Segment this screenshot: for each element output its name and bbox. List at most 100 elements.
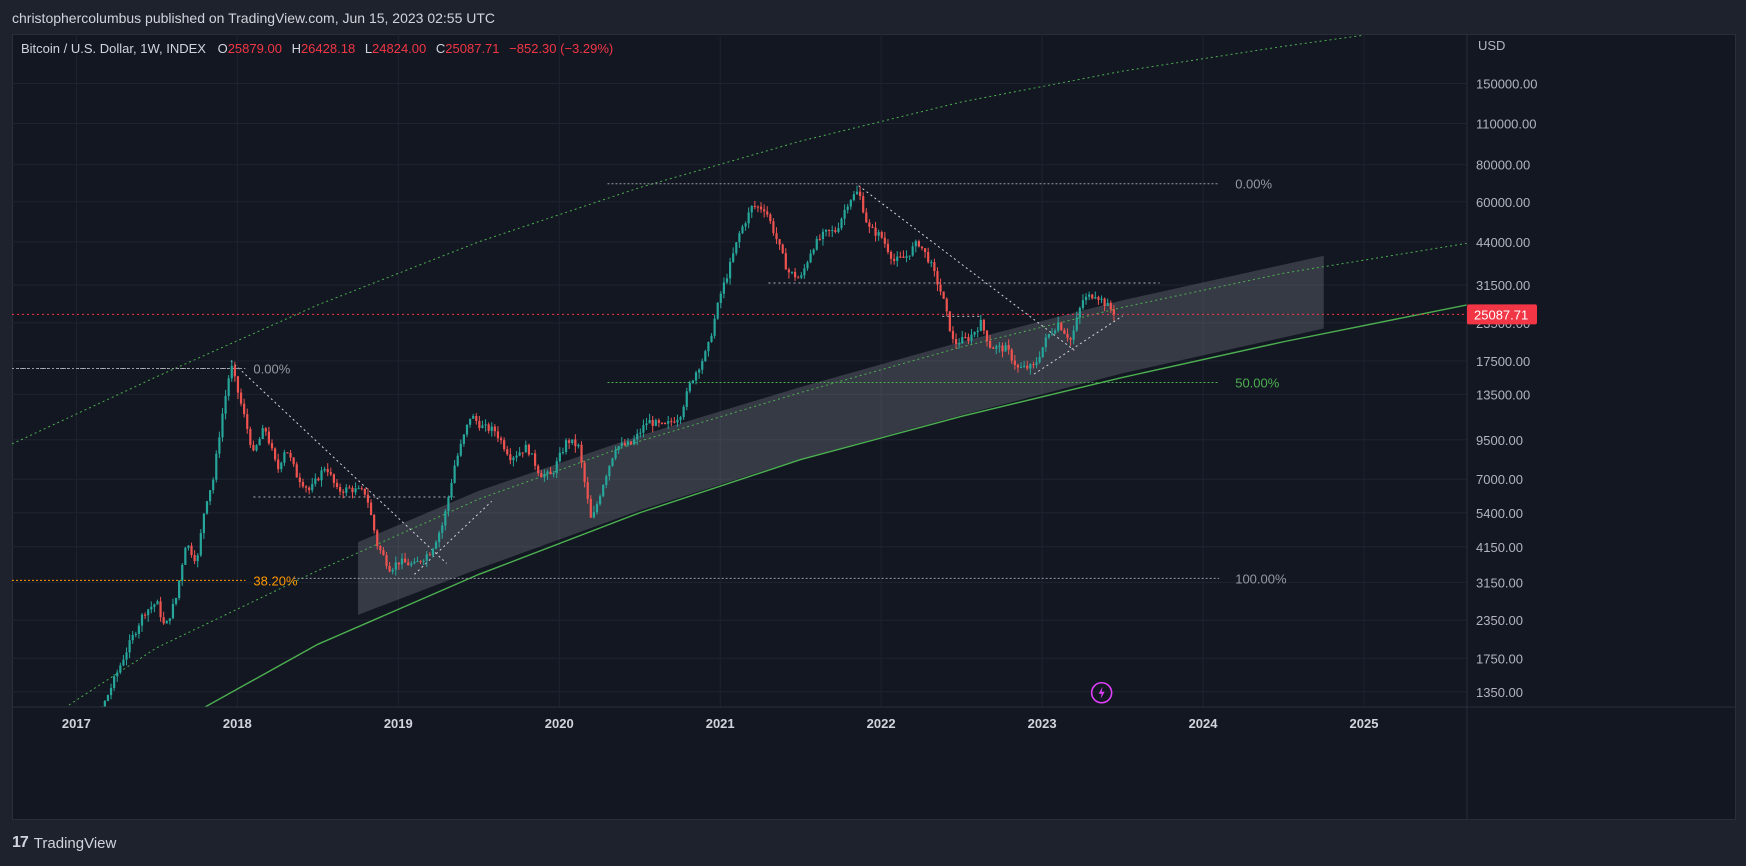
candle-body bbox=[181, 564, 184, 581]
channel-line bbox=[203, 304, 1467, 707]
candle-body bbox=[193, 555, 196, 562]
candle-body bbox=[273, 448, 277, 460]
candle-body bbox=[1100, 298, 1103, 300]
candle-body bbox=[481, 425, 484, 428]
candle-body bbox=[168, 618, 171, 622]
candle-body bbox=[91, 716, 93, 720]
candle-body bbox=[623, 443, 626, 446]
candle-body bbox=[351, 488, 354, 493]
candle-body bbox=[546, 471, 549, 475]
candle-body bbox=[187, 545, 190, 548]
candle-body bbox=[1013, 360, 1016, 365]
candle-body bbox=[939, 284, 942, 292]
currency-label: USD bbox=[1478, 38, 1505, 53]
candle-body bbox=[113, 676, 116, 688]
candle-body bbox=[444, 511, 447, 526]
y-tick-label: 31500.00 bbox=[1476, 278, 1530, 293]
candle-body bbox=[407, 562, 410, 566]
candle-body bbox=[428, 554, 431, 556]
candle-body bbox=[527, 444, 531, 455]
ohlc-low: 24824.00 bbox=[372, 41, 426, 56]
candle-body bbox=[518, 452, 521, 456]
candle-body bbox=[651, 419, 654, 426]
candle-body bbox=[243, 403, 246, 415]
candle-body bbox=[125, 652, 128, 660]
candle-body bbox=[865, 212, 868, 223]
candle-body bbox=[574, 439, 577, 447]
candle-body bbox=[239, 392, 243, 404]
candle-body bbox=[335, 482, 339, 488]
candle-body bbox=[258, 438, 261, 446]
candle-body bbox=[701, 361, 704, 370]
candle-body bbox=[267, 431, 271, 444]
candle-body bbox=[304, 486, 308, 488]
candle-body bbox=[397, 562, 401, 565]
candle-body bbox=[927, 251, 930, 263]
candle-body bbox=[400, 558, 404, 565]
candle-body bbox=[246, 414, 249, 429]
candle-body bbox=[76, 733, 78, 734]
y-tick-label: 110000.00 bbox=[1476, 117, 1537, 132]
candle-body bbox=[790, 271, 794, 273]
candle-body bbox=[366, 494, 370, 503]
candle-body bbox=[691, 380, 695, 383]
candle-body bbox=[422, 560, 425, 562]
candle-body bbox=[1084, 296, 1088, 301]
candle-body bbox=[1097, 297, 1100, 300]
y-tick-label: 4150.00 bbox=[1476, 540, 1523, 555]
candle-body bbox=[1032, 364, 1035, 366]
candle-body bbox=[413, 561, 416, 564]
candle-body bbox=[1109, 302, 1112, 310]
candle-body bbox=[101, 709, 103, 711]
candle-body bbox=[1060, 322, 1063, 331]
candle-body bbox=[936, 271, 939, 285]
candle-body bbox=[961, 337, 964, 344]
candle-body bbox=[208, 490, 212, 502]
candle-body bbox=[954, 338, 958, 344]
y-tick-label: 9500.00 bbox=[1476, 433, 1523, 448]
candle-body bbox=[617, 446, 620, 450]
candle-body bbox=[134, 633, 137, 636]
candle-body bbox=[843, 209, 846, 219]
candle-body bbox=[840, 218, 843, 229]
candle-body bbox=[917, 241, 920, 247]
candle-body bbox=[478, 420, 481, 428]
candle-body bbox=[1075, 317, 1078, 331]
candle-body bbox=[1053, 330, 1057, 334]
candle-body bbox=[657, 420, 661, 423]
candle-body bbox=[475, 415, 478, 421]
candle-body bbox=[499, 438, 503, 441]
candle-body bbox=[611, 458, 614, 466]
candle-body bbox=[753, 206, 756, 208]
candle-body bbox=[1019, 366, 1023, 368]
x-tick-label: 2020 bbox=[545, 716, 574, 731]
x-axis: 2017 2018 2019 2020 2021 2022 2023 2024 2025 bbox=[62, 716, 1379, 731]
candle-body bbox=[459, 443, 462, 456]
candle-body bbox=[190, 545, 193, 556]
candle-body bbox=[676, 419, 679, 423]
candle-body bbox=[899, 256, 902, 258]
candle-body bbox=[982, 319, 985, 331]
candle-body bbox=[329, 472, 332, 475]
candle-body bbox=[756, 206, 760, 208]
trend-line bbox=[858, 185, 1075, 351]
candle-body bbox=[301, 482, 305, 487]
ohlc-low-label: L bbox=[365, 41, 372, 56]
candle-body bbox=[171, 603, 175, 619]
candle-body bbox=[642, 425, 645, 433]
y-tick-label: 44000.00 bbox=[1476, 235, 1530, 250]
candle-body bbox=[741, 226, 744, 234]
candle-body bbox=[122, 659, 125, 666]
candle-body bbox=[1026, 365, 1029, 369]
candle-body bbox=[227, 378, 230, 396]
candle-body bbox=[137, 625, 141, 634]
candle-body bbox=[728, 261, 732, 279]
candle-body bbox=[202, 513, 206, 534]
candle-body bbox=[441, 525, 444, 533]
candle-body bbox=[382, 550, 385, 556]
candle-body bbox=[1081, 300, 1085, 308]
candle-body bbox=[818, 238, 821, 240]
candle-body bbox=[252, 444, 255, 451]
candle-body bbox=[660, 422, 664, 424]
